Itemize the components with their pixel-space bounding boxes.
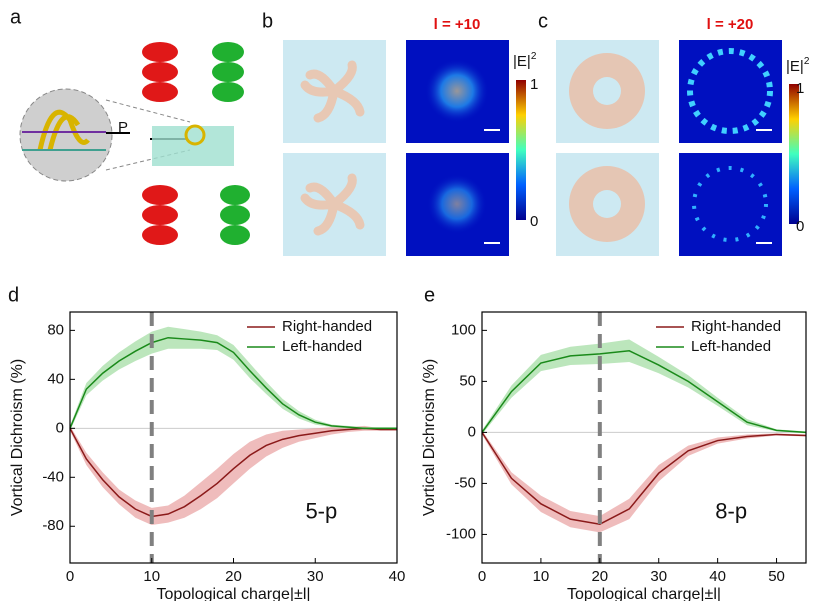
x-tick-label: 0 (478, 568, 486, 585)
colorbar-label-main: |E| (786, 58, 804, 75)
panel-title: l = +10 (434, 16, 481, 33)
x-tick-label: 20 (591, 568, 608, 585)
x-tick-label: 50 (768, 568, 785, 585)
colorbar-tick: 1 (530, 76, 538, 93)
x-tick-label: 30 (650, 568, 667, 585)
legend-label: Left-handed (691, 338, 771, 355)
panel-label: a (10, 6, 22, 28)
x-tick-label: 40 (389, 568, 406, 585)
panel-label: d (8, 284, 19, 306)
annotation: 5-p (305, 499, 337, 524)
error-band (482, 430, 806, 532)
x-tick-label: 30 (307, 568, 324, 585)
x-axis-label: Topological charge|±l| (567, 586, 721, 601)
y-tick-label: -100 (446, 525, 476, 542)
y-tick-label: 100 (451, 321, 476, 338)
x-tick-label: 10 (533, 568, 550, 585)
period-label: P (118, 119, 128, 136)
x-tick-label: 0 (66, 568, 74, 585)
line (482, 432, 806, 524)
panel-b-images (283, 40, 526, 256)
legend-label: Left-handed (282, 338, 362, 355)
colorbar-label: |E|2 (786, 56, 810, 75)
panel-c-images (556, 40, 799, 256)
annotation: 8-p (715, 499, 747, 524)
legend-label: Right-handed (282, 318, 372, 335)
panel-a-illustration (20, 42, 250, 245)
panel-title: l = +20 (707, 16, 754, 33)
y-tick-label: 0 (468, 423, 476, 440)
panel-label: e (424, 284, 435, 306)
panel-label: c (538, 10, 548, 32)
error-band (70, 426, 397, 525)
panel-label: b (262, 10, 273, 32)
legend-label: Right-handed (691, 318, 781, 335)
y-tick-label: 40 (47, 370, 64, 387)
y-tick-label: -40 (42, 468, 64, 485)
x-tick-label: 40 (709, 568, 726, 585)
y-tick-label: 0 (56, 419, 64, 436)
x-tick-label: 20 (225, 568, 242, 585)
y-axis-label: Vortical Dichroism (%) (9, 359, 26, 516)
colorbar-tick: 0 (796, 218, 804, 235)
colorbar-tick: 1 (796, 80, 804, 97)
y-tick-label: 50 (459, 372, 476, 389)
y-tick-label: 80 (47, 321, 64, 338)
colorbar-label-sup: 2 (804, 56, 810, 67)
x-axis-label: Topological charge|±l| (156, 586, 310, 601)
figure: a P b l = +10 |E|2 1 0 c l = +20 |E|2 1 … (0, 0, 813, 601)
y-tick-label: -80 (42, 517, 64, 534)
y-tick-label: -50 (454, 474, 476, 491)
x-tick-label: 10 (143, 568, 160, 585)
colorbar-label: |E|2 (513, 51, 537, 70)
colorbar-label-main: |E| (513, 53, 531, 70)
colorbar-label-sup: 2 (531, 51, 537, 62)
colorbar-tick: 0 (530, 213, 538, 230)
y-axis-label: Vortical Dichroism (%) (421, 359, 438, 516)
